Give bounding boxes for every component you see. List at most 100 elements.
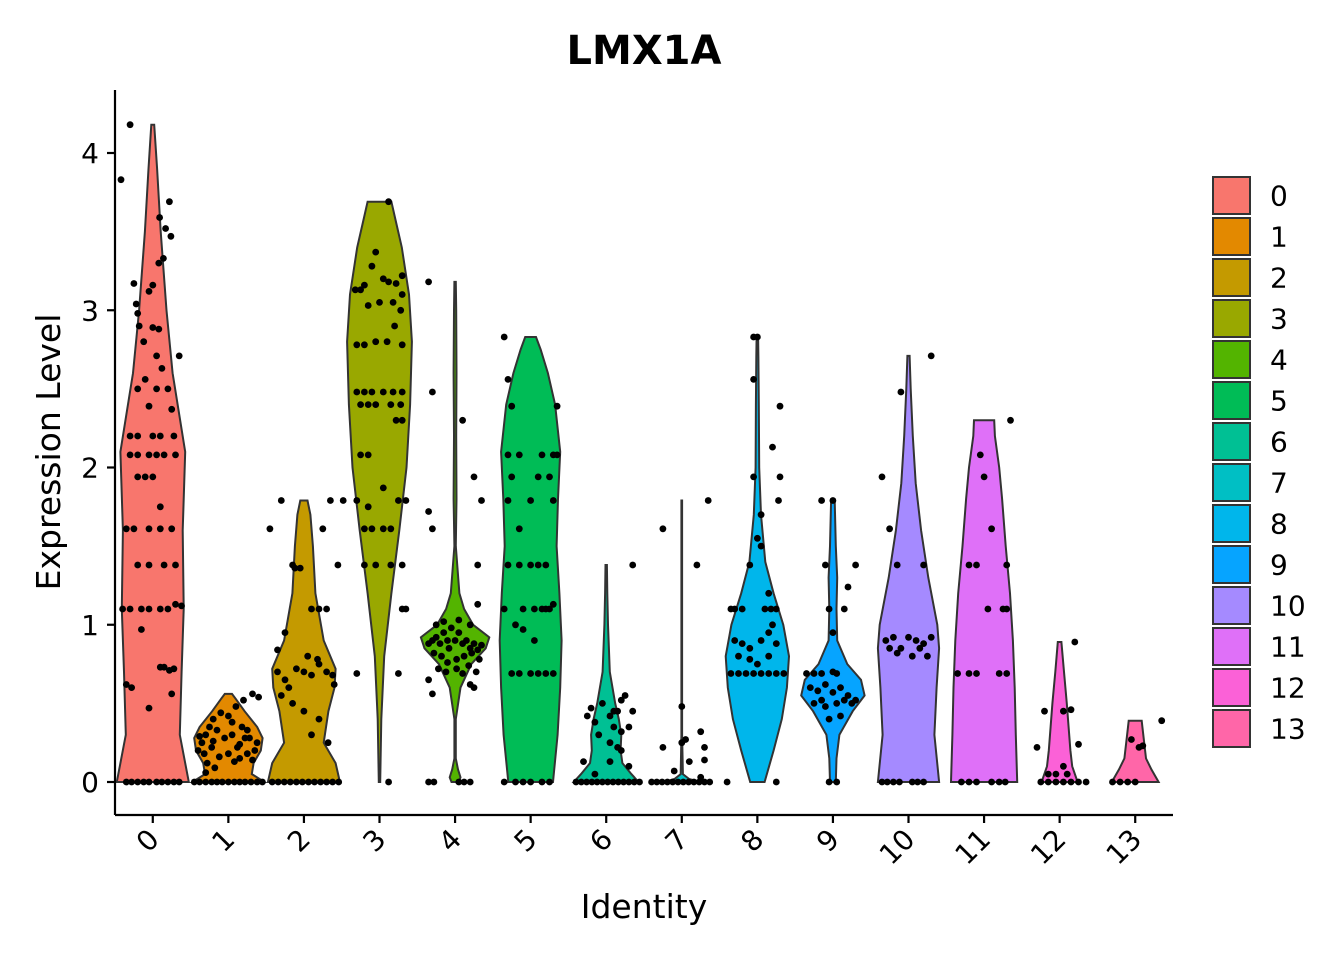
point-2-38: [305, 778, 312, 786]
violin-1: [188, 692, 268, 783]
point-8-21: [738, 640, 746, 647]
point-0-55: [175, 352, 183, 360]
point-8-28: [754, 660, 761, 668]
point-2-35: [286, 778, 294, 786]
point-4-31: [445, 644, 453, 652]
point-2-12: [274, 668, 281, 676]
point-6-20: [625, 762, 633, 770]
x-tick-label-4: 4: [432, 823, 468, 859]
point-7-2: [693, 561, 701, 569]
point-3-39: [387, 525, 395, 533]
point-4-2: [459, 416, 466, 424]
point-7-14: [653, 778, 661, 786]
point-11-18: [988, 778, 995, 786]
point-3-42: [379, 484, 387, 492]
point-0-21: [145, 451, 153, 459]
point-10-15: [908, 652, 916, 660]
point-10-0: [927, 352, 935, 360]
point-1-17: [243, 750, 251, 758]
point-5-1: [504, 376, 512, 383]
point-1-32: [211, 764, 219, 772]
point-1-38: [202, 778, 210, 786]
point-11-6: [1003, 561, 1011, 569]
point-11-20: [1001, 778, 1009, 786]
point-11-15: [958, 778, 965, 786]
x-tick-label-8: 8: [734, 823, 770, 859]
point-9-27: [829, 668, 837, 676]
violin-11: [949, 419, 1019, 783]
point-9-24: [825, 715, 833, 723]
point-1-27: [225, 750, 232, 758]
point-4-19: [444, 637, 451, 644]
point-5-5: [515, 451, 523, 459]
violin-10: [876, 354, 941, 783]
point-8-17: [738, 605, 746, 613]
point-11-16: [965, 778, 973, 786]
point-3-16: [361, 341, 368, 349]
point-2-33: [274, 778, 282, 786]
point-1-0: [194, 747, 202, 754]
chart-title: LMX1A: [567, 28, 722, 74]
point-6-31: [620, 778, 627, 786]
point-5-22: [519, 605, 527, 613]
legend-key-3: [1212, 299, 1251, 338]
point-8-26: [735, 652, 742, 660]
point-6-1: [587, 704, 595, 712]
x-tick-label-0: 0: [130, 823, 166, 859]
point-4-0: [425, 278, 432, 286]
point-11-10: [954, 670, 961, 677]
point-8-10: [757, 542, 765, 550]
point-4-13: [459, 670, 466, 677]
point-10-12: [927, 633, 935, 641]
point-3-6: [385, 278, 392, 286]
point-2-27: [274, 646, 281, 654]
point-11-1: [976, 451, 984, 459]
legend-key-7: [1212, 463, 1251, 502]
x-tick-label-13: 13: [1100, 823, 1149, 872]
point-6-2: [599, 700, 606, 707]
point-5-35: [542, 670, 550, 677]
point-0-71: [145, 778, 153, 786]
point-9-4: [844, 583, 852, 591]
point-12-12: [1052, 778, 1060, 786]
point-1-47: [253, 778, 261, 786]
point-3-21: [353, 388, 361, 396]
point-12-9: [1063, 770, 1071, 778]
point-1-24: [253, 739, 261, 747]
point-1-6: [225, 712, 232, 720]
point-1-45: [241, 778, 249, 786]
point-8-3: [750, 376, 757, 383]
point-9-21: [833, 700, 841, 707]
point-1-18: [251, 747, 259, 754]
point-7-1: [704, 497, 712, 504]
point-9-1: [818, 497, 825, 504]
point-5-21: [500, 605, 508, 613]
point-7-21: [690, 778, 698, 786]
point-0-40: [164, 385, 172, 393]
point-4-49: [460, 778, 468, 786]
point-4-17: [436, 640, 444, 647]
point-2-19: [323, 668, 330, 676]
point-0-31: [141, 473, 149, 481]
point-0-18: [168, 525, 176, 533]
point-0-54: [156, 214, 164, 221]
legend-key-9: [1212, 545, 1251, 584]
point-10-18: [878, 778, 886, 786]
point-0-58: [156, 503, 164, 511]
point-11-14: [1003, 670, 1011, 677]
point-0-53: [166, 198, 173, 206]
point-8-4: [769, 443, 776, 451]
point-9-26: [818, 696, 825, 704]
point-3-9: [398, 272, 406, 280]
point-0-5: [132, 300, 140, 308]
point-0-75: [170, 778, 178, 786]
point-8-34: [757, 670, 765, 677]
point-8-25: [772, 640, 780, 647]
legend-label-5: 5: [1270, 385, 1288, 418]
point-8-8: [757, 511, 765, 519]
point-2-36: [293, 778, 300, 786]
point-10-22: [908, 778, 916, 786]
point-9-5: [840, 605, 848, 613]
point-6-12: [617, 728, 625, 736]
point-12-14: [1067, 778, 1075, 786]
